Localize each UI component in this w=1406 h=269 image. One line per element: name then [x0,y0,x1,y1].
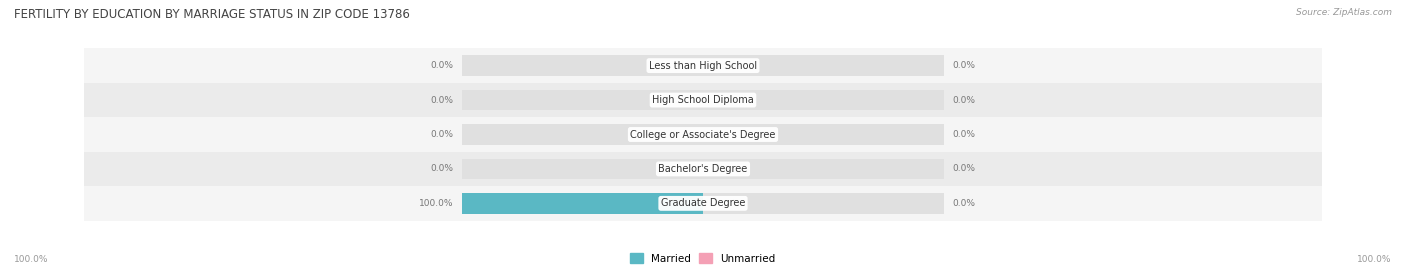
Text: Source: ZipAtlas.com: Source: ZipAtlas.com [1296,8,1392,17]
Bar [703,90,943,110]
Bar [463,55,703,76]
Text: College or Associate's Degree: College or Associate's Degree [630,129,776,140]
Text: 0.0%: 0.0% [430,95,454,105]
Legend: Married, Unmarried: Married, Unmarried [630,253,776,264]
Text: 0.0%: 0.0% [952,199,976,208]
Bar [703,55,943,76]
Bar [703,159,943,179]
Bar [703,124,943,145]
Bar [84,186,1322,221]
Text: 100.0%: 100.0% [14,255,49,264]
Text: 0.0%: 0.0% [952,61,976,70]
Bar [463,193,703,214]
Bar [84,83,1322,117]
Text: Graduate Degree: Graduate Degree [661,198,745,208]
Text: 0.0%: 0.0% [430,164,454,174]
Bar [84,48,1322,83]
Text: Bachelor's Degree: Bachelor's Degree [658,164,748,174]
Text: 0.0%: 0.0% [952,130,976,139]
Text: Less than High School: Less than High School [650,61,756,71]
Text: 0.0%: 0.0% [430,61,454,70]
Bar [463,90,703,110]
Text: FERTILITY BY EDUCATION BY MARRIAGE STATUS IN ZIP CODE 13786: FERTILITY BY EDUCATION BY MARRIAGE STATU… [14,8,411,21]
Text: High School Diploma: High School Diploma [652,95,754,105]
Text: 0.0%: 0.0% [430,130,454,139]
Bar [463,124,703,145]
Text: 100.0%: 100.0% [419,199,454,208]
Bar [84,152,1322,186]
Bar [84,117,1322,152]
Text: 0.0%: 0.0% [952,164,976,174]
Bar [703,193,943,214]
Bar [463,159,703,179]
Text: 100.0%: 100.0% [1357,255,1392,264]
Text: 0.0%: 0.0% [952,95,976,105]
Bar [463,193,703,214]
